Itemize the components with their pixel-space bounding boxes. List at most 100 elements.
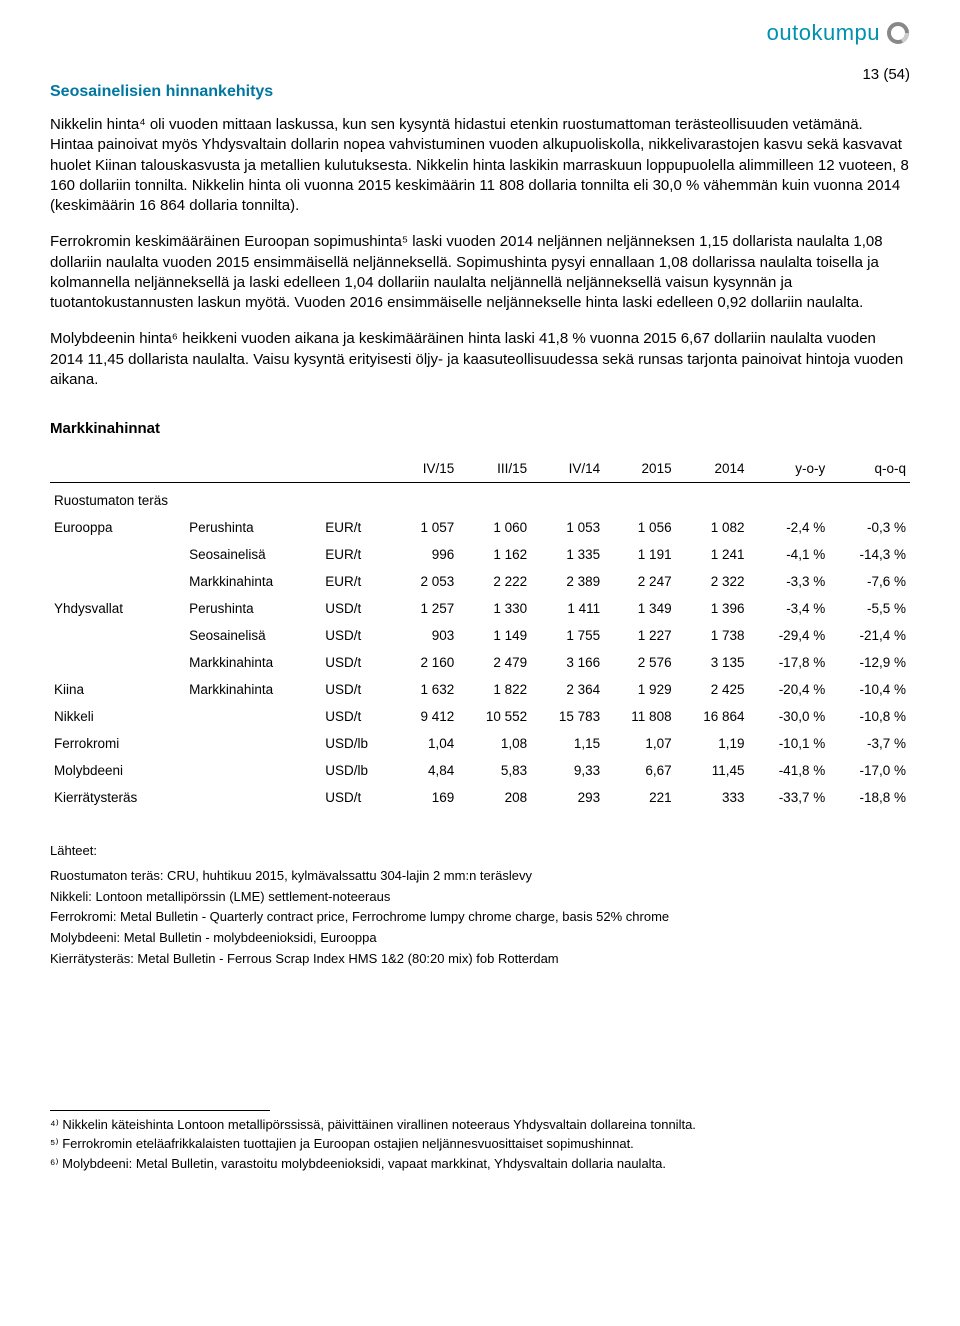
table-row: MarkkinahintaUSD/t2 1602 4793 1662 5763 … xyxy=(50,649,910,676)
table-cell: Nikkeli xyxy=(50,703,185,730)
table-cell: 169 xyxy=(396,784,458,811)
table-cell: 293 xyxy=(531,784,604,811)
table-cell: 2 247 xyxy=(604,568,675,595)
table-cell xyxy=(185,703,321,730)
table-cell xyxy=(50,649,185,676)
col-blank xyxy=(321,455,396,483)
table-cell: 1 822 xyxy=(458,676,531,703)
footnote: ⁴⁾ Nikkelin käteishinta Lontoon metallip… xyxy=(50,1115,910,1135)
table-cell: 11 808 xyxy=(604,703,675,730)
sources-heading: Lähteet: xyxy=(50,841,910,862)
page-header: outokumpu xyxy=(50,40,910,46)
table-cell xyxy=(185,757,321,784)
table-cell: 1 191 xyxy=(604,541,675,568)
table-cell: 2 160 xyxy=(396,649,458,676)
table-cell: 2 425 xyxy=(676,676,749,703)
table-cell: USD/t xyxy=(321,649,396,676)
table-cell: USD/lb xyxy=(321,730,396,757)
table-cell: 1 227 xyxy=(604,622,675,649)
table-cell: Perushinta xyxy=(185,595,321,622)
table-cell: 2 389 xyxy=(531,568,604,595)
table-cell: 996 xyxy=(396,541,458,568)
body-paragraph: Molybdeenin hinta⁶ heikkeni vuoden aikan… xyxy=(50,329,910,390)
table-cell xyxy=(185,730,321,757)
table-cell: 5,83 xyxy=(458,757,531,784)
table-cell: USD/t xyxy=(321,703,396,730)
table-cell: 1 396 xyxy=(676,595,749,622)
table-cell: 1 755 xyxy=(531,622,604,649)
footnote: ⁶⁾ Molybdeeni: Metal Bulletin, varastoit… xyxy=(50,1154,910,1174)
sources-block: Lähteet: Ruostumaton teräs: CRU, huhtiku… xyxy=(50,841,910,970)
table-cell: 1,08 xyxy=(458,730,531,757)
table-cell: 1 082 xyxy=(676,514,749,541)
table-cell: 1 053 xyxy=(531,514,604,541)
table-cell: -41,8 % xyxy=(749,757,830,784)
table-cell: -10,4 % xyxy=(829,676,910,703)
col-blank xyxy=(50,455,185,483)
table-cell: 3 135 xyxy=(676,649,749,676)
table-cell: 1 929 xyxy=(604,676,675,703)
table-row: KierrätysteräsUSD/t169208293221333-33,7 … xyxy=(50,784,910,811)
table-cell: Markkinahinta xyxy=(185,676,321,703)
col-2014: 2014 xyxy=(676,455,749,483)
table-cell: 2 364 xyxy=(531,676,604,703)
table-cell: Eurooppa xyxy=(50,514,185,541)
logo-text: outokumpu xyxy=(767,20,880,46)
table-cell: 2 479 xyxy=(458,649,531,676)
table-cell: 1 335 xyxy=(531,541,604,568)
table-cell: -0,3 % xyxy=(829,514,910,541)
body-paragraph: Ferrokromin keskimääräinen Euroopan sopi… xyxy=(50,232,910,313)
table-cell: 1 149 xyxy=(458,622,531,649)
table-cell: 16 864 xyxy=(676,703,749,730)
table-cell: -29,4 % xyxy=(749,622,830,649)
table-cell: -2,4 % xyxy=(749,514,830,541)
table-cell: 2 053 xyxy=(396,568,458,595)
table-cell: -18,8 % xyxy=(829,784,910,811)
table-cell: EUR/t xyxy=(321,514,396,541)
table-cell: USD/lb xyxy=(321,757,396,784)
table-cell: 9,33 xyxy=(531,757,604,784)
table-cell: Kiina xyxy=(50,676,185,703)
table-cell: 4,84 xyxy=(396,757,458,784)
source-line: Molybdeeni: Metal Bulletin - molybdeenio… xyxy=(50,928,910,949)
table-cell: -3,3 % xyxy=(749,568,830,595)
table-cell: USD/t xyxy=(321,784,396,811)
table-cell: -7,6 % xyxy=(829,568,910,595)
table-cell: Seosainelisä xyxy=(185,541,321,568)
table-row: NikkeliUSD/t9 41210 55215 78311 80816 86… xyxy=(50,703,910,730)
table-cell: 1,15 xyxy=(531,730,604,757)
table-cell: 1 349 xyxy=(604,595,675,622)
table-cell: 15 783 xyxy=(531,703,604,730)
table-row: SeosainelisäUSD/t9031 1491 7551 2271 738… xyxy=(50,622,910,649)
table-cell: 1 330 xyxy=(458,595,531,622)
table-cell: 1,19 xyxy=(676,730,749,757)
table-cell: 1 162 xyxy=(458,541,531,568)
table-cell: Seosainelisä xyxy=(185,622,321,649)
table-cell: 1 632 xyxy=(396,676,458,703)
table-cell: -14,3 % xyxy=(829,541,910,568)
table-cell: -3,4 % xyxy=(749,595,830,622)
table-cell: -5,5 % xyxy=(829,595,910,622)
source-line: Ferrokromi: Metal Bulletin - Quarterly c… xyxy=(50,907,910,928)
footnote: ⁵⁾ Ferrokromin eteläafrikkalaisten tuott… xyxy=(50,1134,910,1154)
section-title: Seosainelisien hinnankehitys xyxy=(50,83,910,101)
table-cell xyxy=(50,622,185,649)
table-row: YhdysvallatPerushintaUSD/t1 2571 3301 41… xyxy=(50,595,910,622)
table-cell: 11,45 xyxy=(676,757,749,784)
table-cell: 1,07 xyxy=(604,730,675,757)
table-cell: Markkinahinta xyxy=(185,649,321,676)
table-cell: 9 412 xyxy=(396,703,458,730)
table-cell: -21,4 % xyxy=(829,622,910,649)
table-cell: 1 257 xyxy=(396,595,458,622)
col-q4-14: IV/14 xyxy=(531,455,604,483)
page-number: 13 (54) xyxy=(50,66,910,83)
table-cell: 6,67 xyxy=(604,757,675,784)
logo: outokumpu xyxy=(767,20,910,46)
table-cell: -17,0 % xyxy=(829,757,910,784)
table-section-header: Ruostumaton teräs xyxy=(50,483,910,515)
table-cell: Molybdeeni xyxy=(50,757,185,784)
col-q3-15: III/15 xyxy=(458,455,531,483)
table-cell: 2 576 xyxy=(604,649,675,676)
table-cell: 3 166 xyxy=(531,649,604,676)
logo-ring-icon xyxy=(886,21,910,45)
